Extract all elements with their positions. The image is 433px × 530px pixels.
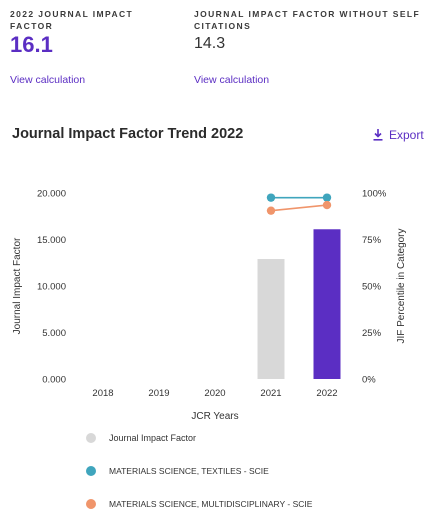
y-tick-label: 15.000 (37, 235, 66, 246)
y-tick-label: 5.000 (42, 328, 66, 339)
y-tick-label: 20.000 (37, 189, 66, 200)
y2-tick-label: 100% (362, 189, 387, 200)
series-line-2 (270, 204, 328, 212)
chart-section-title: Journal Impact Factor Trend 2022 (12, 126, 244, 142)
chart-legend: Journal Impact Factor MATERIALS SCIENCE,… (86, 431, 312, 530)
jif-without-self-citations-label: JOURNAL IMPACT FACTOR WITHOUT SELF CITAT… (194, 9, 421, 31)
y2-tick-label: 0% (362, 375, 376, 386)
view-calculation-link-jif-without-self[interactable]: View calculation (194, 74, 270, 86)
legend-dot-jif (86, 433, 96, 443)
jif-metric: 2022 JOURNAL IMPACT FACTOR 16.1 (10, 8, 180, 58)
series-2-point[interactable] (322, 200, 332, 210)
y2-tick-label: 25% (362, 328, 382, 339)
export-label: Export (389, 128, 424, 142)
legend-dot-textiles (86, 466, 96, 476)
x-tick-label: 2021 (260, 388, 281, 399)
y2-tick-label: 75% (362, 235, 382, 246)
jif-without-self-citations-value: 14.3 (194, 35, 226, 52)
y2-tick-label: 50% (362, 282, 382, 293)
legend-label-jif: Journal Impact Factor (109, 433, 197, 443)
bar-2021[interactable] (257, 259, 285, 379)
legend-label-multidisciplinary: MATERIALS SCIENCE, MULTIDISCIPLINARY - S… (109, 499, 313, 509)
legend-item-multidisciplinary[interactable]: MATERIALS SCIENCE, MULTIDISCIPLINARY - S… (86, 497, 312, 511)
jif-label: 2022 JOURNAL IMPACT FACTOR (10, 9, 134, 31)
jif-without-self-citations-metric: JOURNAL IMPACT FACTOR WITHOUT SELF CITAT… (194, 8, 424, 54)
legend-item-textiles[interactable]: MATERIALS SCIENCE, TEXTILES - SCIE (86, 464, 312, 478)
x-tick-label: 2018 (92, 388, 113, 399)
series-1-point[interactable] (266, 193, 276, 202)
x-axis-title: JCR Years (191, 411, 238, 422)
legend-item-jif[interactable]: Journal Impact Factor (86, 431, 312, 445)
jif-value: 16.1 (10, 32, 53, 57)
x-tick-label: 2019 (148, 388, 169, 399)
y-axis-title: Journal Impact Factor (12, 237, 23, 334)
y-tick-label: 10.000 (37, 282, 66, 293)
jif-trend-chart: 0.000 5.000 10.000 15.000 20.000 0% 25% 50% 75%… (12, 189, 407, 423)
legend-dot-multidisciplinary (86, 499, 96, 509)
legend-label-textiles: MATERIALS SCIENCE, TEXTILES - SCIE (109, 466, 269, 476)
series-2-point[interactable] (266, 206, 276, 215)
bar-2022[interactable] (313, 229, 341, 379)
export-button[interactable]: Export (373, 128, 424, 142)
series-1-point[interactable] (322, 193, 332, 202)
x-tick-label: 2020 (204, 388, 225, 399)
download-icon (373, 129, 383, 141)
x-tick-label: 2022 (316, 388, 337, 399)
y2-axis-title: JIF Percentile in Category (396, 228, 407, 343)
view-calculation-link-jif[interactable]: View calculation (10, 74, 86, 86)
y-tick-label: 0.000 (42, 375, 66, 386)
